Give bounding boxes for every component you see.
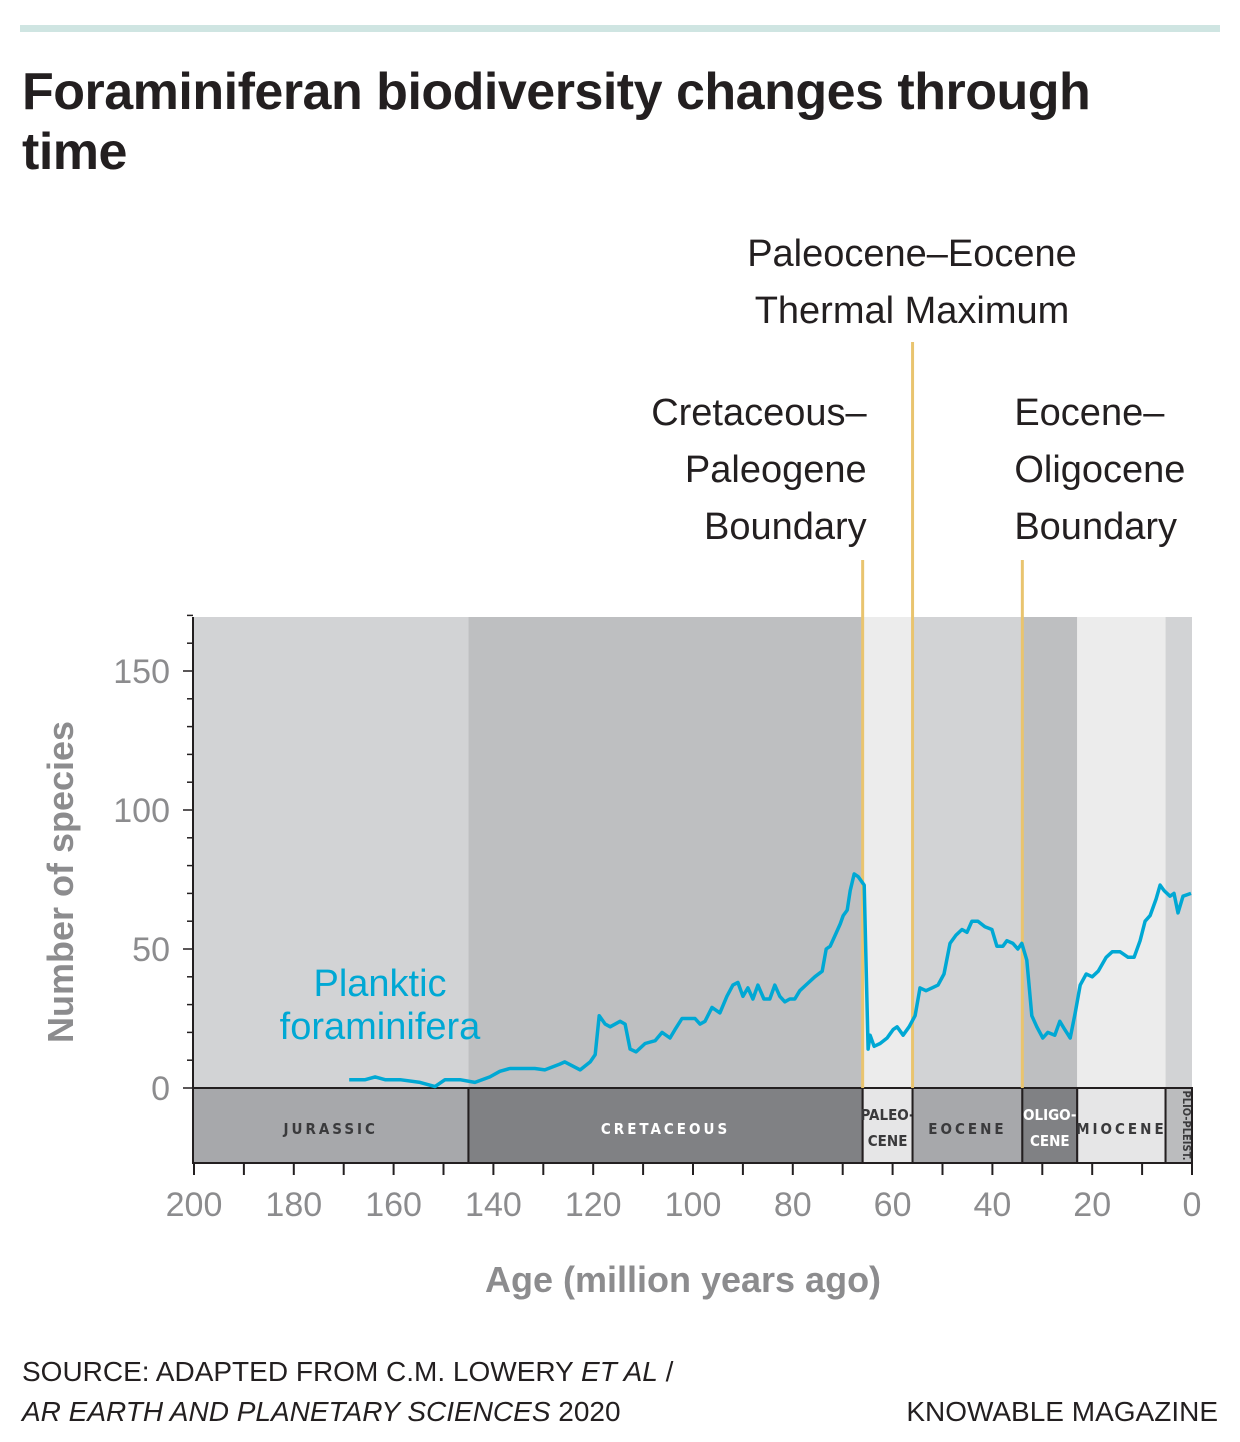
event-label: Paleocene–Eocene [747,233,1077,275]
period-label: JURASSIC [282,1120,378,1138]
period-label: PLIO-PLEIST. [1180,1091,1193,1161]
period-label: EOCENE [928,1120,1006,1138]
y-tick-label: 50 [132,931,170,969]
y-tick-label: 0 [151,1070,170,1108]
period-label: CENE [868,1132,908,1150]
period-label: PALEO- [861,1106,915,1124]
chart-title: Foraminiferan biodiversity changes throu… [22,63,1091,181]
period-box [861,1087,914,1164]
top-accent-bar [20,25,1220,32]
period-band [1077,617,1166,1088]
y-tick-label: 150 [113,653,170,691]
x-tick-label: 200 [166,1186,223,1224]
x-tick-label: 180 [265,1186,322,1224]
source-note: SOURCE: ADAPTED FROM C.M. LOWERY ET AL /… [22,1352,673,1432]
source-journal: AR EARTH AND PLANETARY SCIENCES [22,1396,551,1427]
x-tick-label: 100 [665,1186,722,1224]
x-tick-label: 80 [774,1186,812,1224]
series-annotation: Planktic [313,963,446,1005]
x-tick-label: 40 [973,1186,1011,1224]
event-label: Oligocene [1014,449,1185,491]
x-tick-label: 0 [1183,1186,1202,1224]
source-year: 2020 [550,1396,621,1427]
event-label: Eocene– [1014,392,1165,434]
period-band [193,617,469,1088]
x-tick-label: 120 [565,1186,622,1224]
event-label: Cretaceous– [651,392,867,434]
period-box [1164,1087,1193,1164]
source-slash: / [657,1356,674,1387]
period-band [1165,617,1192,1088]
period-band [468,617,863,1088]
source-line1: SOURCE: ADAPTED FROM C.M. LOWERY [22,1356,582,1387]
x-axis-label: Age (million years ago) [485,1259,881,1300]
period-label: OLIGO- [1023,1106,1077,1124]
event-label: Thermal Maximum [755,290,1070,332]
period-band [1022,617,1078,1088]
period-box [1076,1087,1167,1164]
period-box [467,1087,864,1164]
source-etal: ET AL [581,1356,658,1387]
event-label: Paleogene [685,449,867,491]
period-label: CENE [1030,1132,1070,1150]
period-label: CRETACEOUS [601,1120,730,1138]
y-axis-label: Number of species [40,721,81,1043]
x-tick-label: 160 [365,1186,422,1224]
period-label: MIOCENE [1076,1120,1167,1138]
x-tick-label: 20 [1073,1186,1111,1224]
credit: KNOWABLE MAGAZINE [906,1396,1218,1427]
event-label: Boundary [704,506,867,548]
event-label: Boundary [1014,506,1177,548]
period-band [862,617,913,1088]
series-annotation: foraminifera [280,1006,481,1048]
y-tick-label: 100 [113,792,170,830]
x-tick-label: 60 [874,1186,912,1224]
x-tick-label: 140 [465,1186,522,1224]
period-box [1021,1087,1079,1164]
period-band [912,617,1023,1088]
